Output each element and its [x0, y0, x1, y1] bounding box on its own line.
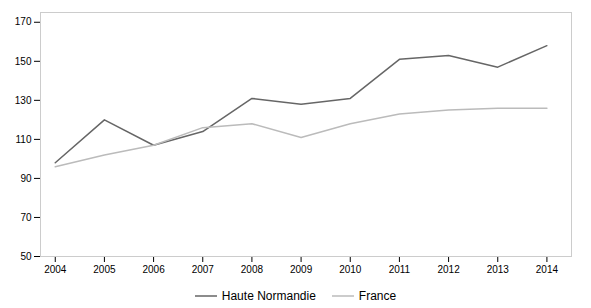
svg-text:2012: 2012 — [437, 264, 460, 275]
svg-text:110: 110 — [16, 134, 32, 145]
svg-text:50: 50 — [20, 251, 32, 262]
svg-text:2008: 2008 — [241, 264, 264, 275]
svg-text:2007: 2007 — [192, 264, 215, 275]
svg-text:2011: 2011 — [389, 264, 411, 275]
svg-text:2004: 2004 — [44, 264, 67, 275]
svg-text:150: 150 — [15, 56, 32, 67]
svg-text:2013: 2013 — [487, 264, 510, 275]
svg-text:90: 90 — [20, 173, 32, 184]
svg-text:2006: 2006 — [142, 264, 165, 275]
html-text:France: France — [358, 289, 397, 303]
svg-text:170: 170 — [15, 16, 32, 27]
html-text:Haute Normandie: Haute Normandie — [221, 289, 316, 303]
svg-text:2010: 2010 — [339, 264, 362, 275]
svg-text:70: 70 — [20, 212, 32, 223]
svg-text:130: 130 — [15, 95, 32, 106]
svg-text:2014: 2014 — [536, 264, 559, 275]
svg-text:2005: 2005 — [93, 264, 116, 275]
svg-text:2009: 2009 — [290, 264, 313, 275]
